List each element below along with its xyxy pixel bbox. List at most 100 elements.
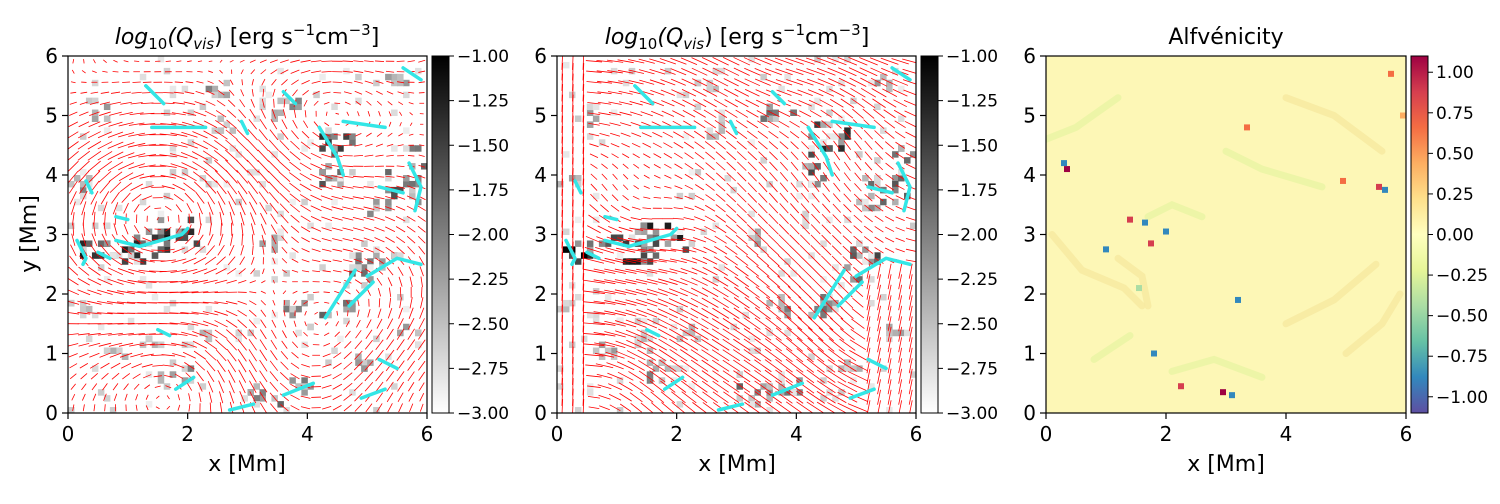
heating-cell [355, 97, 362, 105]
heating-cell [265, 91, 272, 99]
vector-arrow [322, 353, 331, 358]
y-tick-label: 2 [1023, 282, 1036, 306]
vector-arrow [332, 270, 342, 273]
vector-arrow [898, 379, 903, 395]
vector-arrow [661, 402, 675, 413]
vector-arrow [90, 373, 99, 380]
vector-arrow [723, 78, 739, 87]
y-tick-label: 6 [45, 44, 58, 68]
vector-arrow [408, 266, 414, 277]
vector-arrow [593, 321, 616, 326]
vector-arrow [765, 306, 782, 320]
vector-arrow [170, 153, 188, 159]
vector-arrow [239, 212, 245, 226]
heating-cell [325, 359, 332, 366]
vector-arrow [887, 284, 892, 300]
vector-arrow [182, 351, 196, 359]
vector-arrow [145, 405, 149, 411]
heating-cell [616, 252, 624, 259]
vector-arrow [131, 236, 142, 244]
vector-arrow [747, 151, 758, 161]
contour-line [144, 84, 166, 106]
vector-arrow [418, 382, 425, 392]
vector-arrow [864, 172, 873, 181]
vector-arrow [214, 320, 228, 328]
vector-arrow [419, 266, 424, 277]
vector-arrow [765, 401, 782, 413]
vector-arrow [182, 111, 197, 116]
vector-arrow [711, 338, 730, 351]
vector-arrow [582, 73, 585, 91]
vector-arrow [692, 88, 707, 97]
vector-arrow [837, 391, 858, 403]
vector-arrow [262, 88, 265, 97]
vector-arrow [159, 133, 177, 136]
vector-arrow [691, 370, 708, 383]
heating-cell [640, 317, 648, 325]
vector-arrow [123, 60, 129, 63]
vector-arrow [91, 383, 98, 391]
vector-arrow [68, 289, 80, 296]
vector-arrow [582, 325, 585, 343]
vector-arrow [604, 331, 626, 338]
vector-arrow [106, 301, 125, 305]
vector-arrow [77, 300, 91, 305]
heating-cell [766, 109, 773, 116]
heating-cell [361, 359, 368, 366]
heating-cell [796, 377, 803, 384]
vector-arrow [819, 317, 834, 331]
heating-cell [676, 234, 684, 241]
vector-arrow [332, 383, 343, 390]
heating-cell [586, 133, 594, 140]
vector-arrow [225, 129, 238, 140]
vector-arrow [419, 144, 425, 147]
vector-arrow [787, 100, 802, 107]
heating-cell [646, 377, 654, 384]
vector-arrow [173, 194, 184, 202]
vector-arrow [312, 270, 321, 273]
heating-cell [97, 323, 105, 331]
vector-arrow [744, 391, 761, 404]
vector-arrow [683, 131, 695, 139]
heating-cell [367, 264, 374, 271]
vector-arrow [625, 319, 647, 328]
heating-cell [838, 389, 845, 396]
vector-arrow [198, 223, 202, 235]
colorbar-tick-label: −2.50 [946, 315, 998, 335]
vector-arrow [114, 212, 117, 225]
heating-cell [79, 240, 87, 247]
vector-arrow [219, 59, 223, 63]
vector-arrow [259, 349, 268, 361]
vector-arrow [671, 99, 686, 107]
vector-arrow [618, 90, 633, 95]
vector-arrow [756, 244, 769, 256]
vector-arrow [672, 217, 684, 220]
vector-arrow [386, 328, 394, 340]
vector-arrow [649, 68, 666, 75]
vector-arrow [810, 244, 821, 256]
colorbar-tick-label: 0.50 [1436, 144, 1474, 164]
vector-arrow [743, 328, 761, 341]
vector-arrow [776, 306, 792, 320]
heating-cell [820, 395, 827, 402]
heating-cell [331, 145, 338, 152]
vector-arrow [681, 89, 697, 97]
vector-arrow [418, 70, 426, 73]
vector-arrow [877, 389, 881, 405]
heating-cell [850, 246, 857, 253]
vector-arrow [779, 182, 789, 193]
vector-arrow [874, 247, 884, 254]
vector-arrow [69, 111, 78, 116]
vector-arrow [664, 163, 672, 169]
vector-arrow [726, 193, 737, 203]
vector-arrow [778, 234, 790, 246]
vector-arrow [303, 301, 308, 305]
vector-arrow [118, 342, 134, 347]
vector-arrow [249, 212, 256, 226]
vector-arrow [799, 255, 811, 267]
vector-arrow [853, 225, 863, 234]
heating-cell [217, 115, 225, 122]
vector-arrow [248, 191, 258, 205]
vector-arrow [282, 290, 287, 295]
vector-arrow [289, 172, 301, 182]
